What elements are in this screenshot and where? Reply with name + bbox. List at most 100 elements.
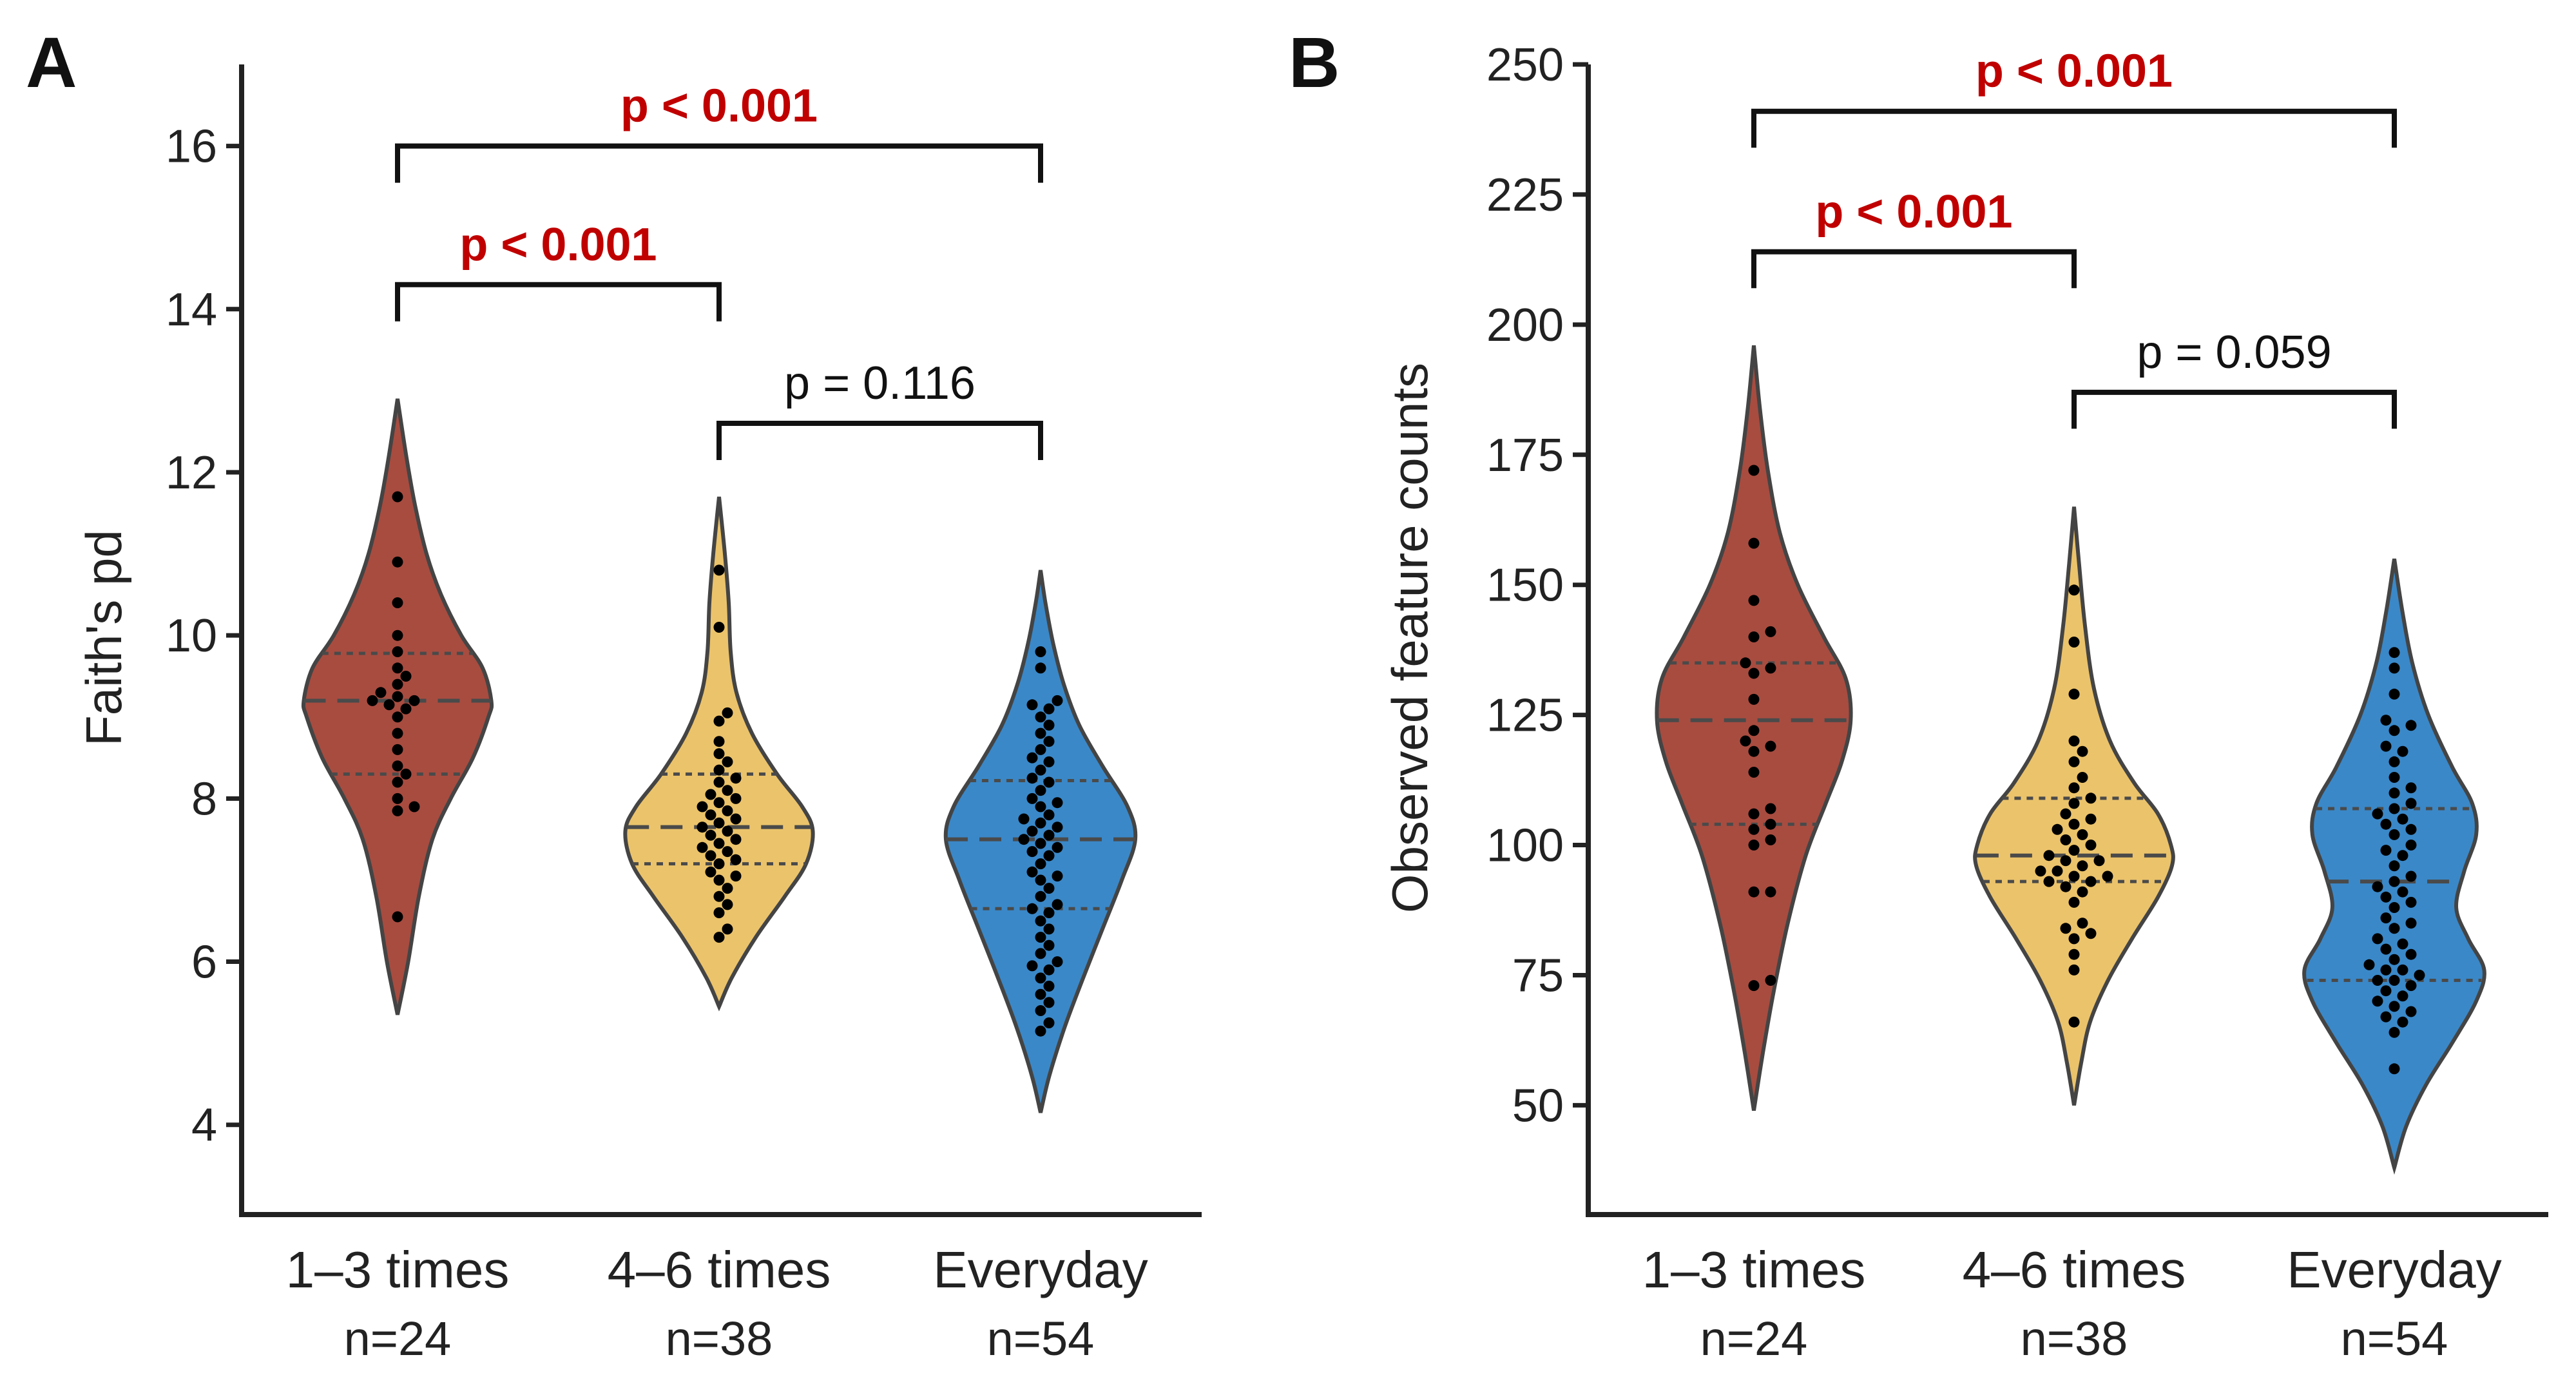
panel-b-group-1-data-point: [1740, 735, 1751, 747]
panel-a-group-2-data-point: [705, 789, 716, 800]
panel-b-group-3-data-point: [2405, 918, 2417, 929]
panel-a-group-2-data-point: [713, 564, 725, 576]
panel-a-group-1-data-point: [392, 727, 403, 739]
panel-a-group-2-data-point: [697, 841, 708, 853]
panel-b-group-2-data-point: [2052, 823, 2063, 835]
panel-b-group-3-n-label: n=54: [2341, 1312, 2448, 1365]
panel-a-letter: A: [26, 23, 77, 102]
panel-a-group-3-data-point: [1026, 903, 1038, 914]
panel-a-group-1-data-point: [392, 711, 403, 723]
panel-a-group-2-data-point: [697, 801, 708, 812]
panel-b-group-3-data-point: [2380, 740, 2392, 752]
panel-a-group-3-data-point: [1035, 1005, 1046, 1016]
panel-b-group-2-data-point: [2068, 735, 2080, 747]
panel-b-group-3-data-point: [2380, 1011, 2392, 1023]
panel-b-group-3-data-point: [2405, 870, 2417, 882]
panel-b-group-1-data-point: [1748, 725, 1760, 736]
panel-a-group-3-data-point: [1052, 695, 1063, 706]
panel-b-axes: [1586, 64, 2548, 1217]
panel-a-group-1-data-point: [400, 671, 412, 682]
panel-a-y-tick-label: 6: [191, 937, 217, 988]
panel-b-comparison-bracket: [1751, 249, 2077, 289]
panel-b-group-3-data-point: [2389, 756, 2400, 767]
panel-b-group-3-data-point: [2372, 995, 2383, 1007]
panel-b-group-2-data-point: [2102, 870, 2113, 882]
panel-b-p-value-label: p < 0.001: [1815, 186, 2012, 238]
panel-b-group-3-data-point: [2397, 990, 2408, 1002]
panel-a-group-1-data-point: [392, 805, 403, 816]
panel-b-plot-area: 50 75 100 125 150 175 200 225 250 1–3 times n=24 4–…: [1486, 39, 2548, 1365]
panel-b-group-3-data-point: [2397, 938, 2408, 950]
panel-b-group-3-data-point: [2397, 850, 2408, 861]
panel-b-group-2-data-point: [2093, 855, 2105, 867]
panel-b-group-3-data-point: [2397, 745, 2408, 757]
panel-a-group-1-data-point: [400, 768, 412, 780]
panel-a-group-3-data-point: [1035, 988, 1046, 1000]
panel-b-group-3-data-point: [2372, 975, 2383, 986]
panel-a-group-3-data-point: [1035, 764, 1046, 776]
panel-a-group-2-n-label: n=38: [666, 1312, 773, 1365]
panel-b-group-2-data-point: [2060, 923, 2071, 934]
panel-b-p-value-label: p < 0.001: [1975, 46, 2173, 97]
panel-b-group-1-data-point: [1765, 975, 1776, 986]
panel-b-group-2-data-point: [2068, 964, 2080, 976]
panel-b-group-3-data-point: [2389, 662, 2400, 674]
panel-a-group-2-data-point: [705, 829, 716, 841]
panel-b-comparison-bracket: [2071, 389, 2397, 429]
panel-a-group-1-data-point: [383, 699, 395, 711]
panel-a-group-3-data-point: [1043, 850, 1055, 861]
panel-a-y-tick-label: 4: [191, 1100, 217, 1151]
panel-a-group-3-data-point: [1035, 646, 1046, 657]
panel-a-group-2-data-point: [713, 858, 725, 870]
panel-b-group-3-data-point: [2405, 1006, 2417, 1017]
panel-b-group-2-data-point: [2068, 584, 2080, 596]
panel-b-group-2-data-point: [2060, 855, 2071, 867]
panel-a-p-value-label: p = 0.116: [784, 358, 976, 409]
panel-b-group-3-data-point: [2389, 954, 2400, 965]
panel-a-group-2-data-point: [722, 825, 733, 837]
panel-a-group-3-data-point: [1026, 793, 1038, 804]
panel-a-p-value-label: p < 0.001: [620, 81, 818, 132]
panel-b-group-3-data-point: [2380, 912, 2392, 924]
panel-b-y-tick-label: 75: [1512, 950, 1564, 1001]
panel-b-y-tick-label: 175: [1486, 430, 1564, 481]
panel-b-group-1-data-point: [1765, 626, 1776, 637]
panel-b-y-tick-label: 100: [1486, 820, 1564, 872]
panel-b-group-2-data-point: [2068, 948, 2080, 960]
panel-b-group-2-data-point: [2077, 886, 2088, 898]
panel-a-group-2-data-point: [713, 622, 725, 633]
panel-b-group-2-data-point: [2077, 772, 2088, 783]
panel-a-group-3-data-point: [1043, 736, 1055, 747]
panel-a-comparison-bracket: [716, 421, 1043, 460]
panel-a-group-2-data-point: [713, 907, 725, 919]
panel-b-group-3-data-point: [2405, 896, 2417, 908]
panel-b-y-tick-label: 50: [1512, 1080, 1564, 1131]
panel-a-group-3-data-point: [1035, 711, 1046, 723]
panel-b-comparison-bracket: [1751, 108, 2397, 148]
panel-b-group-3-data-point: [2389, 688, 2400, 700]
panel-a-group-2-data-point: [730, 793, 742, 804]
panel-b-group-2-data-point: [2060, 834, 2071, 845]
panel-a-group-1-data-point: [409, 695, 420, 706]
panel-a-group-2-x-label: 4–6 times: [608, 1241, 831, 1298]
panel-b-group-1-data-point: [1748, 886, 1760, 898]
panel-b-group-2-data-point: [2052, 865, 2063, 877]
panel-a-plot-area: 4 6 8 10 12 14 16 1–3 times n=24 4–6 times n=38 Eve…: [166, 64, 1202, 1365]
panel-a-group-3-n-label: n=54: [987, 1312, 1095, 1365]
panel-b-group-2-data-point: [2068, 637, 2080, 648]
panel-b-group-3-data-point: [2372, 808, 2383, 820]
panel-b-group-3-data-point: [2389, 902, 2400, 913]
panel-b-y-axis-title: Observed feature counts: [1381, 363, 1438, 913]
panel-a-group-3-data-point: [1035, 972, 1046, 984]
panel-a-group-3-data-point: [1052, 822, 1063, 833]
panel-b-group-3-data-point: [2405, 823, 2417, 835]
panel-b-group-2-data-point: [2077, 860, 2088, 872]
panel-b-group-2-data-point: [2085, 876, 2097, 887]
panel-a-group-2-data-point: [722, 883, 733, 894]
panel-a-group-3-data-point: [1052, 870, 1063, 882]
panel-a-group-3-data-point: [1026, 773, 1038, 784]
panel-a-group-2-data-point: [722, 805, 733, 816]
panel-a-group-2-data-point: [713, 736, 725, 747]
panel-b-group-2-data-point: [2068, 688, 2080, 700]
panel-a-group-3-data-point: [1035, 948, 1046, 959]
